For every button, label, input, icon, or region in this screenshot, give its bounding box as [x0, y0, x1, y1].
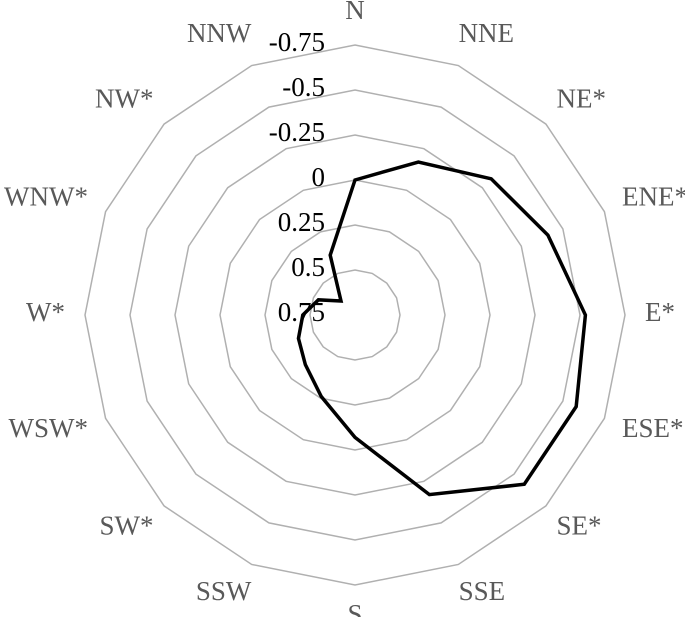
category-label: E*: [645, 297, 675, 327]
series-line: [296, 160, 588, 497]
grid-ring: [219, 179, 491, 451]
y-tick-label: 0: [312, 162, 326, 192]
category-label: SW*: [99, 511, 153, 541]
grid-ring: [129, 89, 581, 541]
category-label: NE*: [557, 84, 607, 114]
category-label: SSW: [196, 576, 252, 606]
grid-ring: [309, 269, 401, 361]
y-tick-label: 0.75: [278, 297, 325, 327]
y-tick-label: 0.5: [291, 252, 325, 282]
category-label: ESE*: [622, 413, 684, 443]
category-label: N: [345, 0, 365, 25]
category-label: ENE*: [622, 182, 685, 212]
grid-ring: [264, 224, 446, 406]
category-label: NNE: [459, 18, 515, 48]
category-label: WNW*: [4, 182, 88, 212]
category-label: SSE: [459, 576, 506, 606]
grid-ring: [84, 44, 626, 586]
category-label: NNW: [187, 18, 252, 48]
category-label: S: [347, 599, 362, 617]
y-tick-label: -0.75: [269, 27, 325, 57]
grid-ring: [174, 134, 536, 496]
category-label: SE*: [557, 511, 602, 541]
y-tick-label: 0.25: [278, 207, 325, 237]
y-tick-label: -0.5: [282, 72, 325, 102]
category-label: NW*: [95, 84, 153, 114]
y-tick-label: -0.25: [269, 117, 325, 147]
category-label: W*: [26, 297, 65, 327]
category-label: WSW*: [9, 413, 88, 443]
